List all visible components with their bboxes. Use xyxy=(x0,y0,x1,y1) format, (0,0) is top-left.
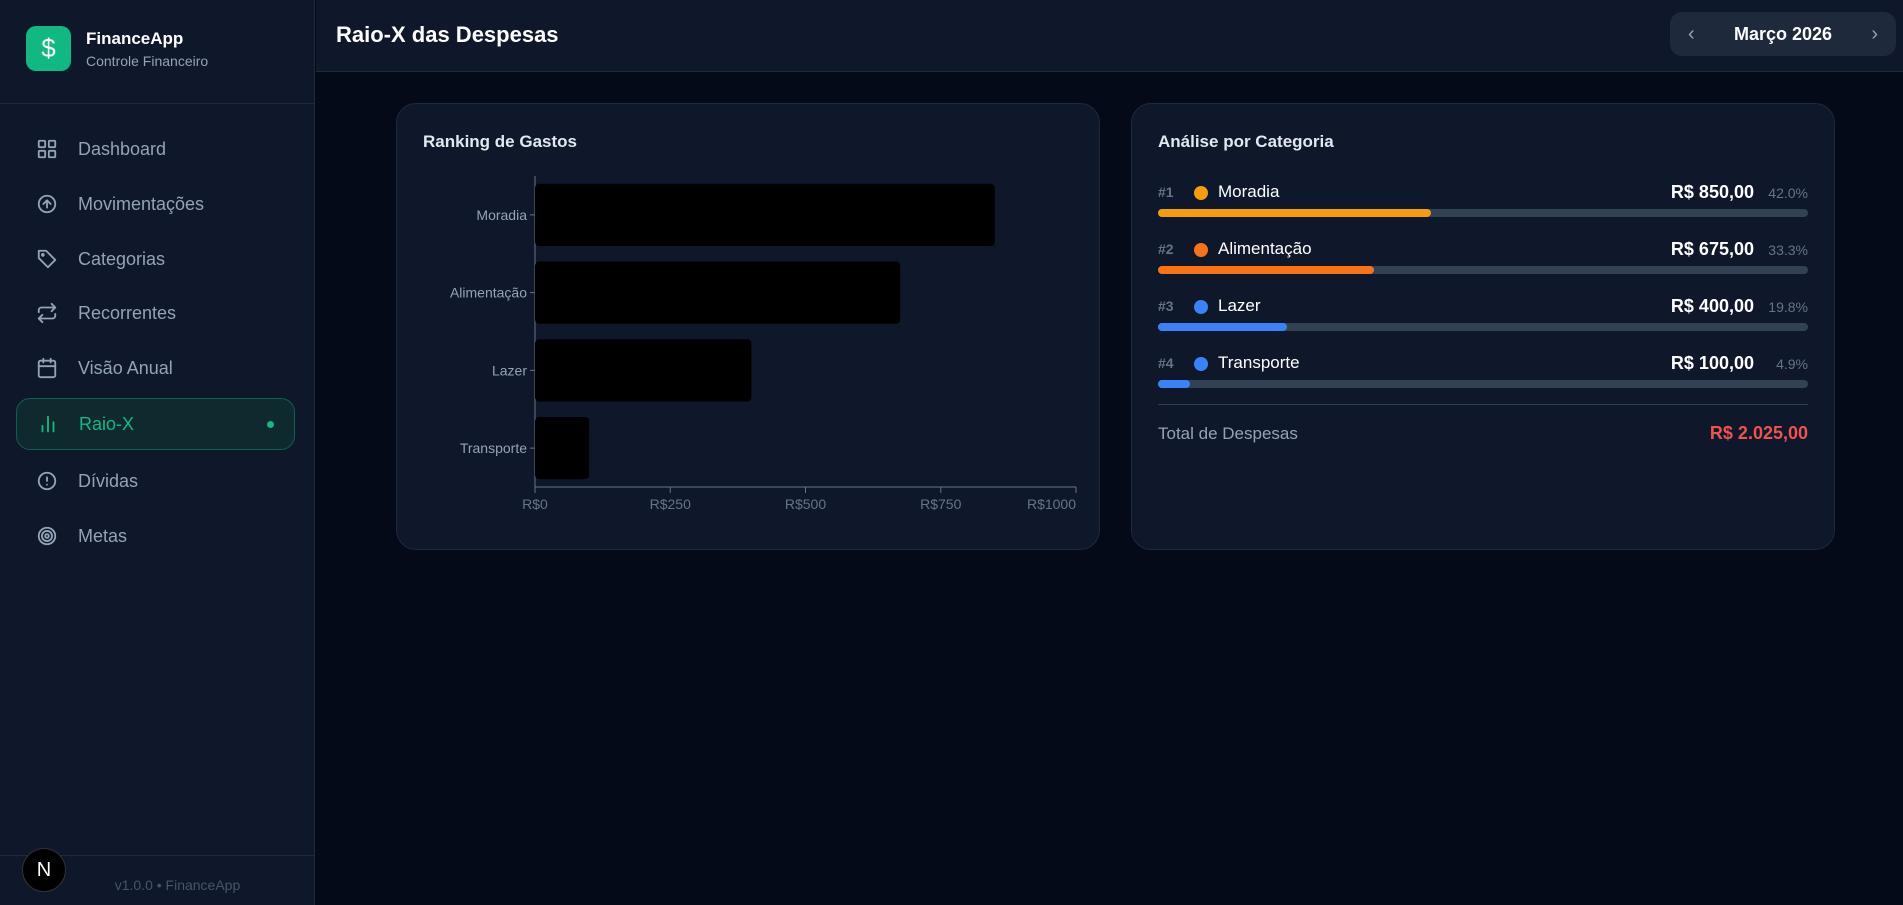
sidebar: $ FinanceApp Controle Financeiro Dashboa… xyxy=(0,0,315,905)
x-tick-label: R$500 xyxy=(785,496,826,512)
y-tick-label: Lazer xyxy=(492,362,527,378)
sidebar-item-recorrentes[interactable]: Recorrentes xyxy=(16,287,295,339)
sidebar-item-label: Raio-X xyxy=(79,413,135,434)
category-percent: 4.9% xyxy=(1776,356,1808,372)
category-percent: 42.0% xyxy=(1768,185,1808,201)
category-rank: #2 xyxy=(1158,241,1174,257)
category-name: Alimentação xyxy=(1218,239,1312,258)
x-tick-label: R$1000 xyxy=(1027,496,1076,512)
current-month: Março 2026 xyxy=(1733,23,1833,44)
sidebar-item-label: Visão Anual xyxy=(78,357,173,378)
target-icon xyxy=(37,526,57,546)
sidebar-item-visao-anual[interactable]: Visão Anual xyxy=(16,342,295,394)
sidebar-item-raio-x[interactable]: Raio-X xyxy=(16,398,295,450)
ranking-chart: Moradia Alimentação Lazer Transporte R$0 R$25… xyxy=(450,176,1077,512)
sidebar-item-label: Categorias xyxy=(78,248,166,269)
category-color-dot xyxy=(1194,186,1208,200)
sidebar-item-label: Movimentações xyxy=(78,193,205,214)
category-progress-fill xyxy=(1158,209,1431,217)
bar-lazer xyxy=(535,339,752,402)
category-rank: #1 xyxy=(1158,184,1174,200)
sidebar-item-dividas[interactable]: Dívidas xyxy=(16,455,295,507)
x-tick-label: R$0 xyxy=(522,496,548,512)
total-value: R$ 2.025,00 xyxy=(1709,423,1808,443)
chevron-right-icon[interactable]: › xyxy=(1871,22,1878,45)
dollar-icon: $ xyxy=(26,26,71,71)
category-progress-fill xyxy=(1158,266,1375,274)
ranking-card: Ranking de Gastos Moradia Alimentação Laze… xyxy=(396,103,1100,550)
sidebar-item-label: Recorrentes xyxy=(78,302,177,323)
category-rank: #3 xyxy=(1158,298,1174,314)
category-percent: 33.3% xyxy=(1768,242,1808,258)
arrow-up-circle-icon xyxy=(37,194,57,214)
category-amount: R$ 675,00 xyxy=(1670,239,1754,259)
y-tick-label: Moradia xyxy=(476,207,527,223)
category-row: #2 Alimentação R$ 675,00 33.3% xyxy=(1158,239,1808,291)
category-amount: R$ 400,00 xyxy=(1670,296,1754,316)
y-tick-label: Transporte xyxy=(460,440,527,456)
repeat-icon xyxy=(37,302,57,324)
grid-icon xyxy=(37,139,57,159)
bar-transporte xyxy=(535,417,590,480)
sidebar-item-categorias[interactable]: Categorias xyxy=(16,233,295,285)
ranking-title: Ranking de Gastos xyxy=(423,132,577,151)
dev-tools-button[interactable]: N xyxy=(22,848,66,892)
category-percent: 19.8% xyxy=(1768,299,1808,315)
calendar-icon xyxy=(37,357,57,379)
sidebar-divider xyxy=(0,103,315,104)
y-tick-label: Alimentação xyxy=(450,285,527,301)
total-label: Total de Despesas xyxy=(1158,424,1298,443)
category-amount: R$ 850,00 xyxy=(1670,182,1754,202)
category-amount: R$ 100,00 xyxy=(1670,353,1754,373)
x-tick-label: R$750 xyxy=(920,496,961,512)
active-indicator xyxy=(267,420,274,428)
sidebar-item-dashboard[interactable]: Dashboard xyxy=(16,123,295,175)
category-progress-track xyxy=(1158,209,1808,217)
category-rank: #4 xyxy=(1158,355,1174,371)
app-name: FinanceApp xyxy=(86,29,184,48)
month-selector: ‹ Março 2026 › xyxy=(1670,12,1896,56)
category-color-dot xyxy=(1194,300,1208,314)
category-name: Lazer xyxy=(1218,296,1261,315)
chevron-left-icon[interactable]: ‹ xyxy=(1688,22,1695,45)
category-progress-track xyxy=(1158,380,1808,388)
category-row: #3 Lazer R$ 400,00 19.8% xyxy=(1158,296,1808,348)
total-divider xyxy=(1158,404,1808,405)
category-color-dot xyxy=(1194,243,1208,257)
x-tick-label: R$250 xyxy=(650,496,691,512)
sidebar-footer-divider xyxy=(0,855,315,856)
sidebar-item-label: Metas xyxy=(78,525,128,546)
sidebar-item-metas[interactable]: Metas xyxy=(16,510,295,562)
bar-alimentação xyxy=(535,261,901,324)
analysis-card: Análise por Categoria #1 Moradia R$ 850,… xyxy=(1131,103,1835,550)
category-progress-track xyxy=(1158,323,1808,331)
tag-icon xyxy=(37,249,57,269)
version-text: v1.0.0 • FinanceApp xyxy=(114,877,241,893)
category-name: Moradia xyxy=(1218,182,1280,201)
sidebar-item-label: Dashboard xyxy=(78,138,167,159)
category-name: Transporte xyxy=(1218,353,1300,372)
sidebar-item-movimentacoes[interactable]: Movimentações xyxy=(16,178,295,230)
bar-moradia xyxy=(535,183,995,246)
alert-circle-icon xyxy=(37,471,57,491)
category-progress-fill xyxy=(1158,380,1190,388)
analysis-title: Análise por Categoria xyxy=(1158,132,1334,151)
category-row: #4 Transporte R$ 100,00 4.9% xyxy=(1158,353,1808,405)
sidebar-item-label: Dívidas xyxy=(78,470,139,491)
page-title: Raio-X das Despesas xyxy=(336,22,559,47)
category-progress-track xyxy=(1158,266,1808,274)
bar-chart-icon xyxy=(41,415,55,433)
app-subtitle: Controle Financeiro xyxy=(86,53,209,69)
header: Raio-X das Despesas ‹ Março 2026 › xyxy=(316,0,1903,72)
category-color-dot xyxy=(1194,357,1208,371)
category-row: #1 Moradia R$ 850,00 42.0% xyxy=(1158,182,1808,234)
category-progress-fill xyxy=(1158,323,1287,331)
